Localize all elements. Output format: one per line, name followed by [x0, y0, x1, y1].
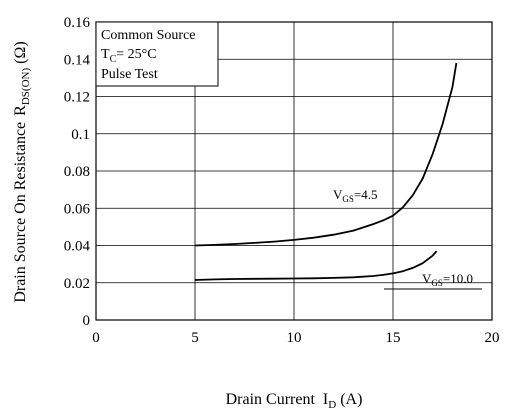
y-tick-labels: 0 0.02 0.04 0.06 0.08 0.1 0.12 0.14 0.16 [64, 15, 91, 329]
y-tick-label: 0.08 [64, 164, 90, 180]
x-tick-label: 0 [92, 330, 100, 346]
condition-box-frame [95, 21, 219, 87]
y-axis-label: Drain Source On ResistanceRDS(ON)(Ω) [12, 41, 32, 302]
series-label-vgs-10-0: VGS=10.0 [422, 271, 473, 288]
y-tick-label: 0.04 [64, 239, 91, 255]
y-tick-label: 0.1 [71, 127, 90, 143]
x-tick-label: 10 [287, 330, 302, 346]
x-tick-label: 15 [386, 330, 401, 346]
y-tick-label: 0.06 [64, 201, 91, 217]
y-tick-label: 0.12 [64, 90, 90, 106]
condition-box: Common Source TC= 25°C Pulse Test [95, 21, 219, 87]
x-tick-label: 5 [191, 330, 199, 346]
curves [194, 62, 458, 281]
curve-label-vgs-10-0: VGS=10.0 [384, 271, 482, 290]
series-line-1 [194, 250, 438, 281]
y-tick-label: 0 [83, 313, 91, 329]
plot-frame [95, 21, 493, 321]
condition-line-3: Pulse Test [101, 67, 158, 82]
x-tick-label: 20 [485, 330, 500, 346]
curve-label-vgs-4-5: VGS=4.5 [333, 187, 378, 204]
y-tick-label: 0.14 [64, 52, 91, 68]
series-label-vgs-4-5: VGS=4.5 [333, 187, 378, 204]
y-tick-label: 0.02 [64, 276, 90, 292]
x-tick-labels: 0 5 10 15 20 [92, 330, 499, 346]
y-tick-label: 0.16 [64, 15, 91, 31]
x-axis-label: Drain Current ID (A) [226, 391, 363, 411]
condition-line-2: TC= 25°C [101, 47, 157, 65]
condition-line-1: Common Source [101, 28, 196, 43]
series-line-0 [194, 62, 458, 247]
